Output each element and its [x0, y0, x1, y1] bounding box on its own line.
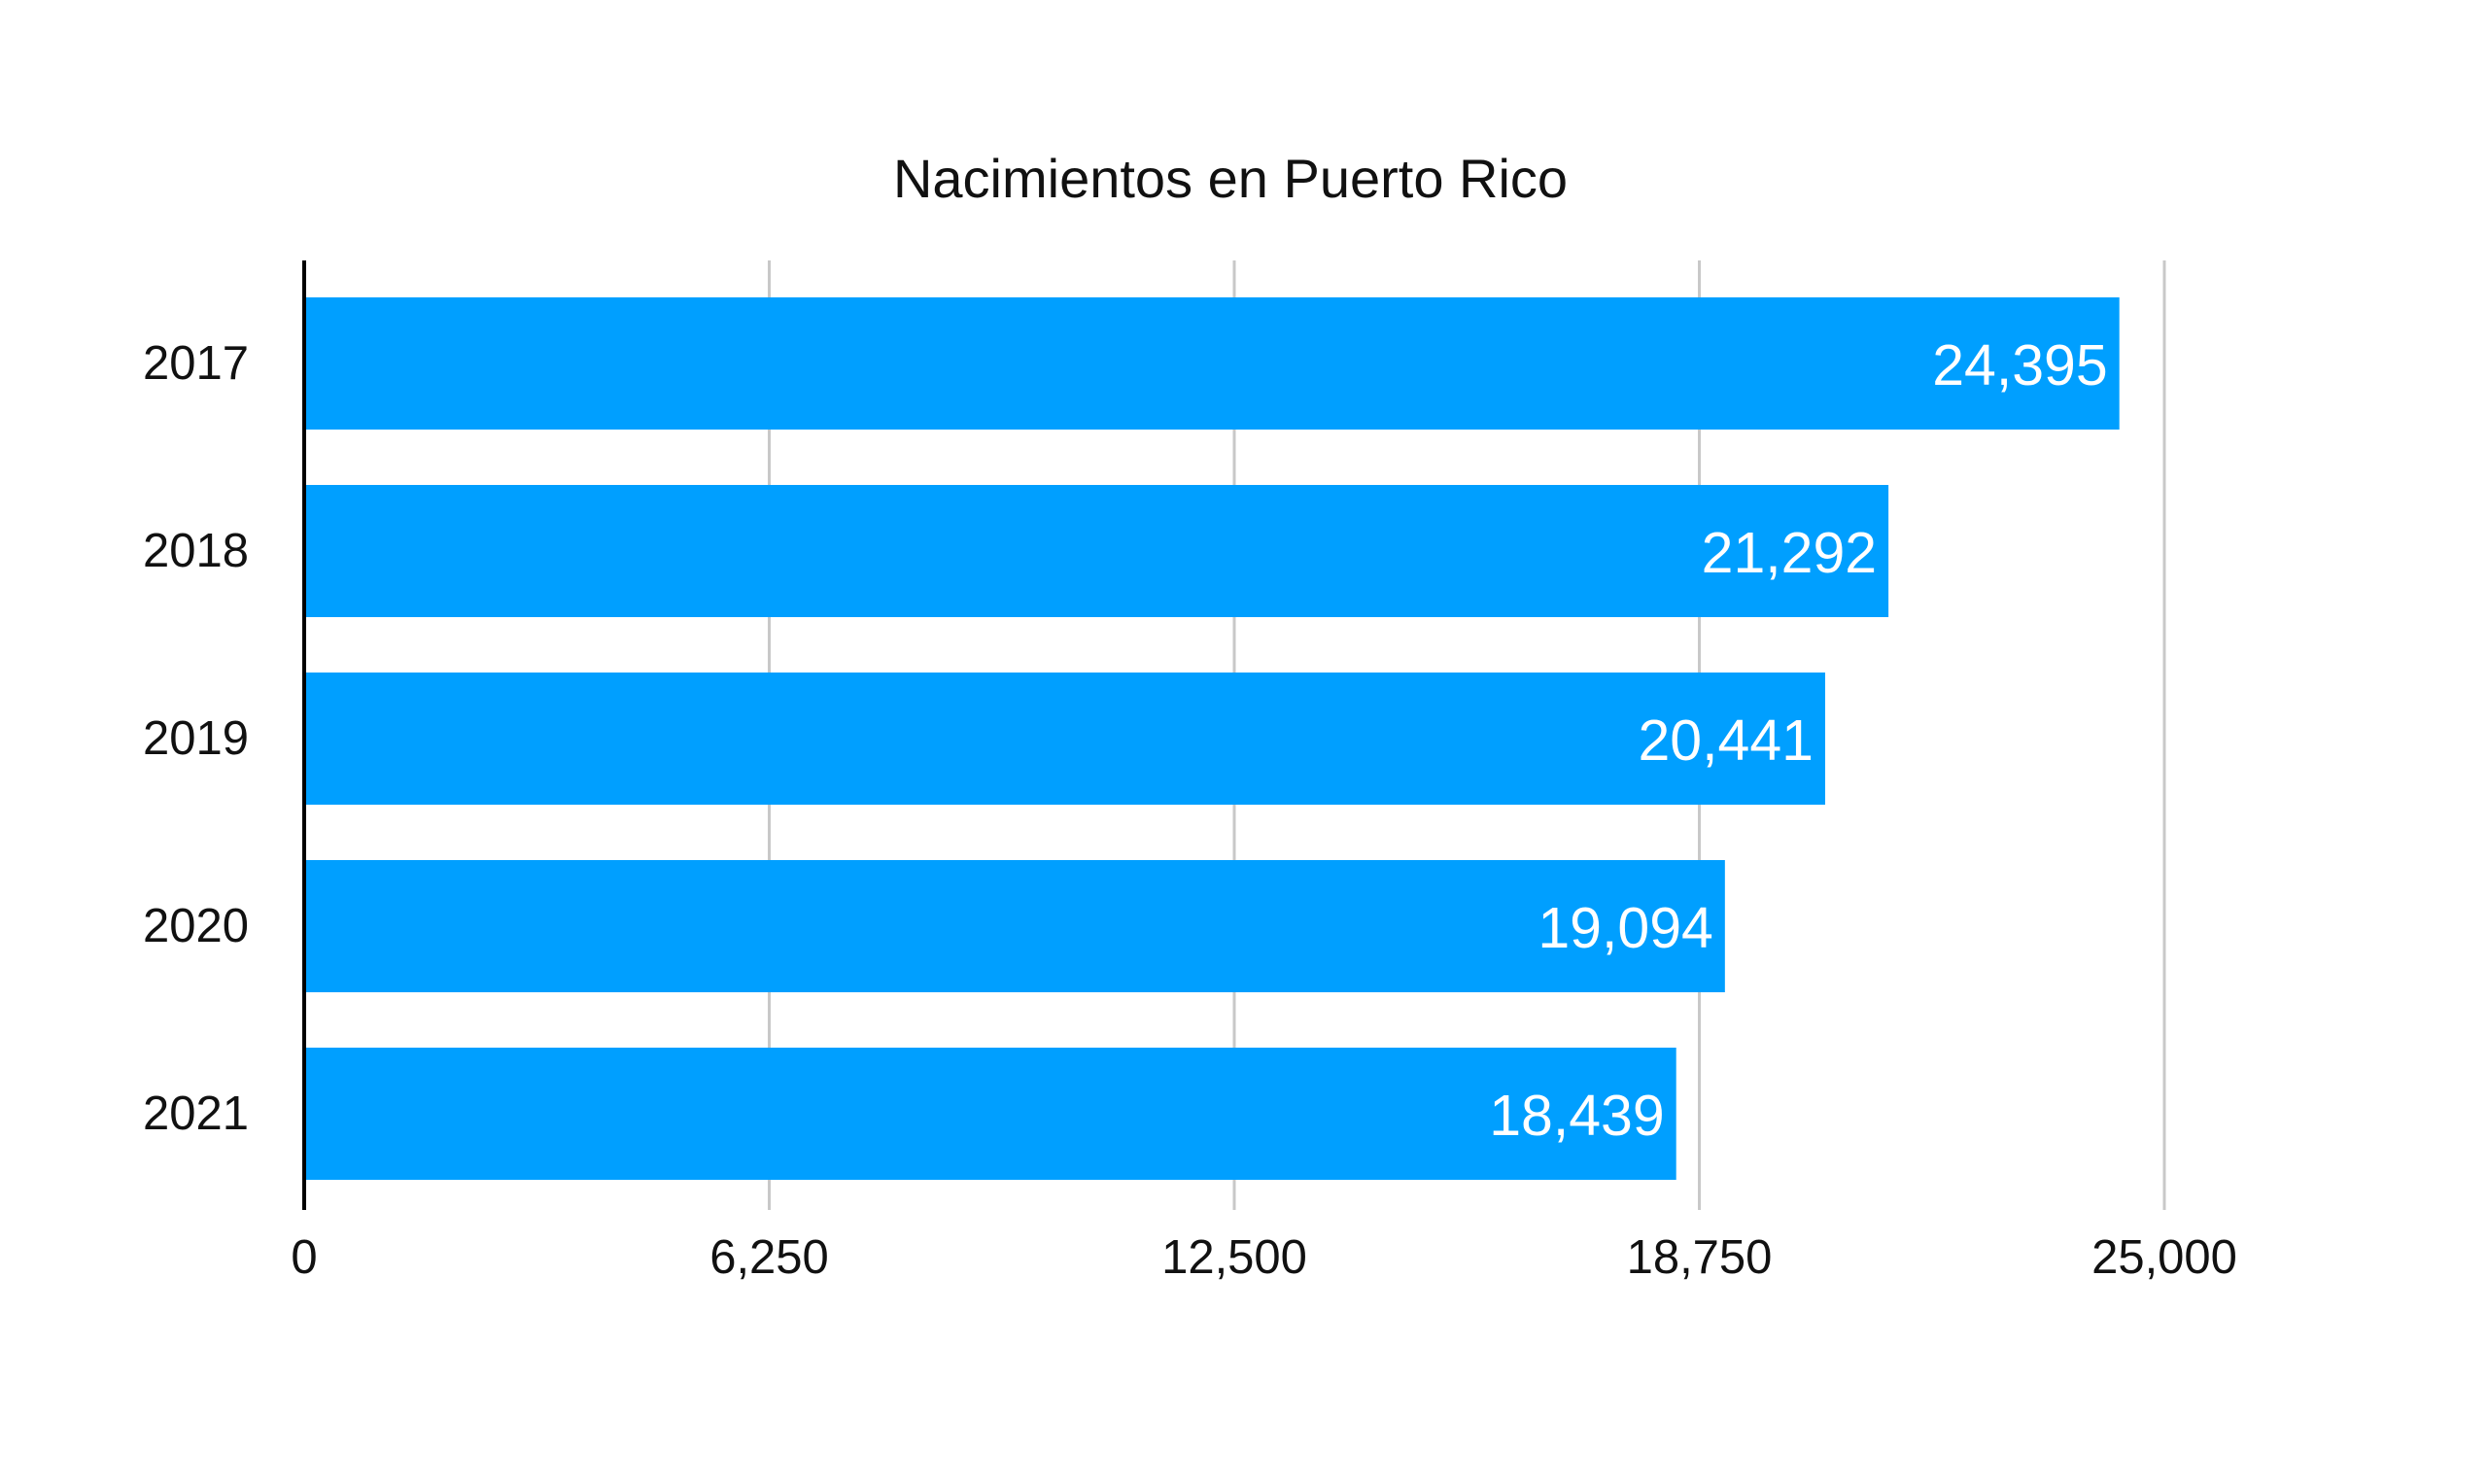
data-label: 19,094	[1538, 896, 1712, 960]
data-label: 24,395	[1932, 333, 2107, 397]
bar-2018	[304, 485, 1889, 617]
bar-2019	[304, 673, 1825, 805]
data-labels: 24,395 21,292 20,441 19,094 18,439	[1489, 333, 2107, 1148]
x-tick-label: 12,500	[1161, 1231, 1307, 1284]
category-label: 2019	[143, 712, 249, 765]
x-tick-label: 25,000	[2091, 1231, 2237, 1284]
chart-title: Nacimientos en Puerto Rico	[893, 148, 1568, 209]
bar-2017	[304, 297, 2120, 430]
x-tick-labels: 0 6,250 12,500 18,750 25,000	[291, 1231, 2237, 1284]
x-tick-label: 6,250	[709, 1231, 829, 1284]
x-tick-label: 18,750	[1627, 1231, 1773, 1284]
category-label: 2020	[143, 900, 249, 952]
x-tick-label: 0	[291, 1231, 317, 1284]
bar-2021	[304, 1048, 1676, 1180]
bar-2020	[304, 860, 1725, 992]
category-label: 2021	[143, 1087, 249, 1140]
category-label: 2017	[143, 337, 249, 390]
category-labels: 2017 2018 2019 2020 2021	[143, 337, 249, 1140]
data-label: 20,441	[1638, 708, 1813, 773]
data-label: 21,292	[1702, 521, 1877, 585]
category-label: 2018	[143, 525, 249, 577]
data-label: 18,439	[1489, 1084, 1664, 1148]
bars	[304, 297, 2120, 1180]
